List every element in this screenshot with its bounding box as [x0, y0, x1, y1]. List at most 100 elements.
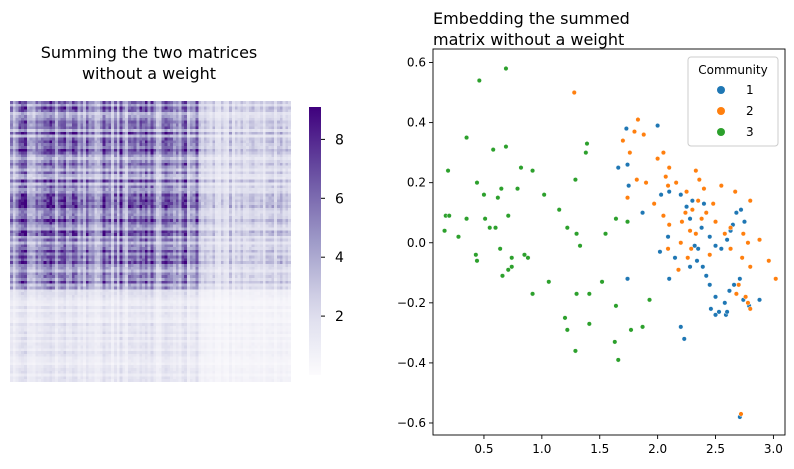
heatmap-cell: [133, 120, 137, 124]
heatmap-cell: [113, 196, 117, 200]
heatmap-cell: [257, 190, 261, 194]
heatmap-cell: [116, 154, 120, 158]
heatmap-cell: [234, 224, 238, 228]
heatmap-cell: [60, 129, 64, 132]
heatmap-cell: [192, 235, 196, 239]
heatmap-cell: [57, 204, 61, 208]
heatmap-cell: [71, 162, 75, 166]
heatmap-cell: [139, 174, 143, 177]
heatmap-cell: [282, 131, 286, 135]
heatmap-cell: [212, 112, 216, 116]
heatmap-cell: [108, 120, 112, 124]
heatmap-cell: [74, 148, 78, 152]
heatmap-cell: [15, 216, 19, 220]
heatmap-cell: [209, 199, 213, 203]
heatmap-cell: [116, 143, 120, 147]
heatmap-cell: [40, 196, 44, 200]
heatmap-cell: [153, 106, 157, 110]
heatmap-cell: [201, 227, 204, 231]
heatmap-cell: [254, 213, 258, 217]
heatmap-cell: [57, 103, 61, 107]
heatmap-cell: [113, 227, 117, 231]
heatmap-cell: [147, 154, 151, 158]
heatmap-cell: [237, 219, 241, 222]
heatmap-cell: [35, 137, 39, 141]
heatmap-cell: [57, 162, 61, 166]
heatmap-cell: [12, 207, 16, 211]
heatmap-cell: [251, 160, 255, 163]
heatmap-cell: [136, 196, 140, 200]
heatmap-cell: [156, 160, 159, 163]
heatmap-cell: [52, 216, 56, 220]
heatmap-cell: [97, 112, 100, 116]
heatmap-cell: [195, 233, 199, 236]
heatmap-cell: [119, 117, 123, 121]
heatmap-cell: [122, 193, 126, 197]
heatmap-cell: [29, 227, 33, 231]
heatmap-cell: [246, 103, 249, 107]
heatmap-cell: [288, 227, 292, 231]
heatmap-cell: [139, 235, 143, 239]
heatmap-cell: [125, 219, 129, 222]
heatmap-cell: [246, 171, 249, 175]
heatmap-cell: [240, 185, 244, 189]
heatmap-cell: [60, 219, 64, 222]
heatmap-cell: [187, 154, 190, 158]
heatmap-cell: [251, 137, 255, 141]
heatmap-cell: [257, 213, 261, 217]
heatmap-cell: [74, 207, 78, 211]
heatmap-cell: [77, 129, 81, 132]
heatmap-cell: [240, 120, 244, 124]
heatmap-cell: [83, 233, 86, 236]
heatmap-cell: [12, 227, 16, 231]
heatmap-cell: [18, 221, 22, 225]
heatmap-cell: [192, 174, 196, 177]
heatmap-cell: [139, 171, 143, 175]
heatmap-cell: [12, 162, 16, 166]
heatmap-cell: [57, 227, 61, 231]
heatmap-cell: [102, 137, 106, 141]
heatmap-cell: [274, 221, 277, 225]
heatmap-cell: [254, 117, 258, 121]
heatmap-cell: [164, 188, 168, 191]
heatmap-cell: [279, 165, 283, 169]
heatmap-cell: [12, 230, 16, 234]
heatmap-cell: [153, 160, 157, 163]
heatmap-cell: [99, 221, 103, 225]
heatmap-cell: [52, 230, 56, 234]
heatmap-cell: [198, 168, 202, 172]
heatmap-cell: [29, 185, 33, 189]
heatmap-cell: [262, 145, 266, 149]
heatmap-cell: [128, 176, 131, 180]
heatmap-cell: [161, 182, 165, 186]
heatmap-cell: [144, 216, 148, 220]
heatmap-cell: [43, 171, 47, 175]
heatmap-cell: [257, 117, 261, 121]
heatmap-cell: [32, 154, 36, 158]
heatmap-cell: [71, 143, 75, 147]
heatmap-cell: [54, 216, 58, 220]
heatmap-cell: [18, 188, 22, 191]
heatmap-cell: [246, 148, 249, 152]
heatmap-cell: [57, 137, 61, 141]
heatmap-cell: [265, 115, 269, 118]
heatmap-cell: [192, 182, 196, 186]
heatmap-cell: [54, 109, 58, 113]
heatmap-cell: [139, 115, 143, 118]
heatmap-cell: [91, 151, 95, 155]
heatmap-cell: [172, 230, 176, 234]
heatmap-cell: [181, 210, 185, 214]
heatmap-cell: [164, 210, 168, 214]
heatmap-cell: [63, 165, 67, 169]
heatmap-cell: [276, 109, 280, 113]
heatmap-cell: [260, 190, 263, 194]
heatmap-cell: [40, 165, 44, 169]
heatmap-cell: [209, 109, 213, 113]
heatmap-cell: [265, 103, 269, 107]
heatmap-cell: [217, 101, 221, 104]
heatmap-cell: [189, 221, 193, 225]
heatmap-cell: [212, 126, 216, 130]
heatmap-cell: [226, 106, 230, 110]
heatmap-cell: [288, 207, 292, 211]
heatmap-cell: [49, 101, 53, 104]
